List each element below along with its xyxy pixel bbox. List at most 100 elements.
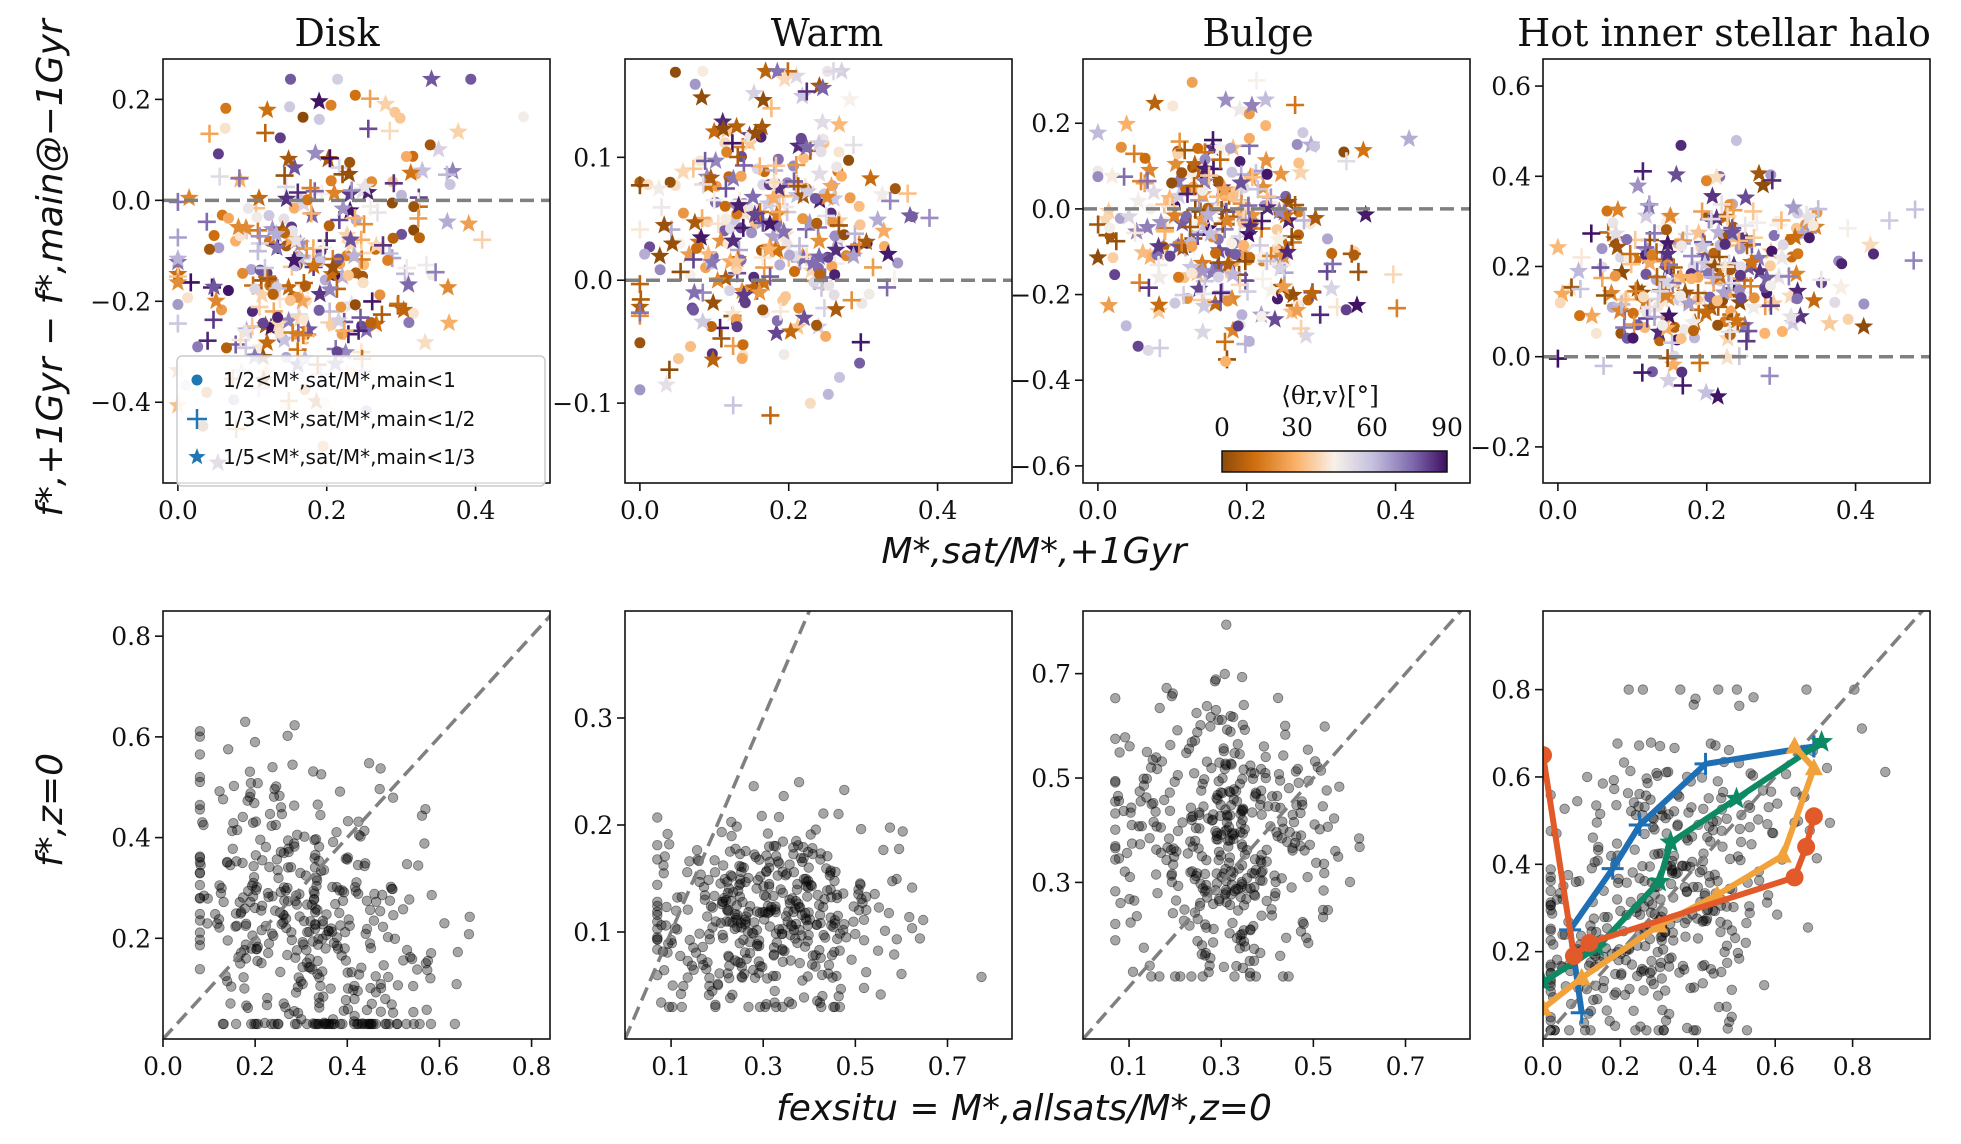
data-point bbox=[1636, 963, 1648, 975]
data-point bbox=[1601, 205, 1613, 217]
data-point bbox=[1149, 301, 1169, 320]
data-point bbox=[1735, 836, 1747, 848]
data-point bbox=[664, 176, 676, 188]
data-point bbox=[248, 861, 259, 872]
data-point bbox=[1270, 876, 1281, 888]
data-point bbox=[1239, 224, 1259, 243]
data-point bbox=[315, 809, 326, 821]
data-point bbox=[266, 1018, 277, 1030]
data-point bbox=[771, 937, 783, 948]
data-point bbox=[337, 1018, 348, 1030]
data-point bbox=[304, 926, 315, 937]
data-point bbox=[667, 980, 678, 991]
data-point bbox=[269, 313, 288, 332]
data-point bbox=[1595, 286, 1614, 305]
data-point bbox=[1276, 205, 1295, 224]
panel-titles: Disk Warm Bulge Hot inner stellar halo bbox=[294, 11, 1930, 55]
data-point bbox=[1765, 169, 1777, 181]
data-point bbox=[267, 762, 278, 773]
data-point bbox=[802, 936, 813, 947]
data-point bbox=[1772, 247, 1792, 266]
colorbar-tick-60: 60 bbox=[1356, 413, 1388, 442]
data-point bbox=[1688, 699, 1699, 710]
data-point bbox=[1780, 769, 1792, 780]
data-point bbox=[760, 213, 780, 232]
data-point bbox=[1319, 868, 1330, 879]
data-point bbox=[1190, 822, 1202, 834]
data-point bbox=[1120, 320, 1132, 332]
data-point bbox=[287, 759, 298, 770]
data-point bbox=[1302, 283, 1322, 302]
data-point bbox=[341, 229, 361, 248]
data-point bbox=[704, 980, 715, 992]
data-point bbox=[1215, 787, 1227, 798]
data-point bbox=[226, 825, 238, 837]
data-point bbox=[289, 841, 300, 852]
data-point bbox=[764, 906, 775, 918]
data-point bbox=[798, 992, 810, 1003]
data-point bbox=[386, 883, 398, 895]
data-point bbox=[1727, 310, 1747, 329]
data-point bbox=[757, 304, 769, 316]
data-point bbox=[242, 1002, 254, 1014]
data-point bbox=[807, 950, 819, 961]
data-point bbox=[1213, 846, 1225, 858]
data-point bbox=[777, 887, 789, 899]
y-tick-label: −0.2 bbox=[90, 287, 151, 316]
data-point bbox=[1790, 786, 1801, 797]
data-point bbox=[1548, 237, 1568, 256]
axes-frame bbox=[162, 610, 551, 1040]
y-tick-label: 0.2 bbox=[111, 85, 151, 114]
data-point bbox=[1860, 235, 1880, 254]
data-point bbox=[883, 907, 895, 919]
data-point bbox=[878, 244, 898, 263]
data-point bbox=[288, 838, 300, 849]
data-point bbox=[752, 939, 763, 950]
data-point bbox=[752, 117, 772, 136]
data-point bbox=[652, 934, 663, 945]
data-point bbox=[1201, 855, 1212, 866]
plot-area bbox=[1083, 611, 1464, 1039]
data-point bbox=[829, 946, 840, 958]
data-point bbox=[1548, 349, 1567, 368]
data-point bbox=[1588, 994, 1599, 1006]
data-point bbox=[828, 289, 840, 301]
data-point bbox=[353, 829, 365, 841]
data-point bbox=[770, 203, 789, 221]
data-point bbox=[795, 853, 807, 864]
data-point bbox=[1191, 868, 1203, 879]
data-point bbox=[348, 984, 359, 996]
data-point bbox=[335, 1018, 346, 1030]
data-point bbox=[1236, 928, 1248, 940]
data-point bbox=[1705, 738, 1717, 749]
data-point bbox=[1238, 804, 1249, 816]
data-point bbox=[333, 165, 352, 184]
data-point bbox=[762, 973, 773, 984]
data-point bbox=[250, 297, 269, 316]
data-point bbox=[1704, 877, 1716, 888]
data-point bbox=[1707, 208, 1727, 227]
data-point bbox=[294, 911, 305, 922]
data-point bbox=[231, 920, 242, 932]
data-point bbox=[823, 279, 835, 291]
data-point bbox=[1563, 1025, 1575, 1036]
data-point bbox=[1640, 252, 1660, 271]
data-point bbox=[853, 905, 865, 916]
data-point bbox=[1545, 923, 1556, 934]
data-point bbox=[1742, 252, 1762, 271]
data-point bbox=[1119, 866, 1131, 877]
data-point bbox=[331, 881, 343, 893]
data-point bbox=[767, 61, 787, 80]
data-point bbox=[344, 920, 355, 932]
data-point bbox=[1772, 798, 1783, 809]
data-point bbox=[662, 828, 673, 840]
data-point bbox=[1198, 218, 1218, 237]
data-point bbox=[856, 232, 876, 251]
data-point bbox=[1354, 841, 1365, 853]
data-point bbox=[1228, 794, 1240, 805]
data-point bbox=[1227, 711, 1239, 723]
data-point bbox=[1194, 296, 1214, 315]
data-point bbox=[1748, 213, 1766, 232]
data-point bbox=[365, 942, 377, 954]
data-point bbox=[1223, 841, 1234, 852]
